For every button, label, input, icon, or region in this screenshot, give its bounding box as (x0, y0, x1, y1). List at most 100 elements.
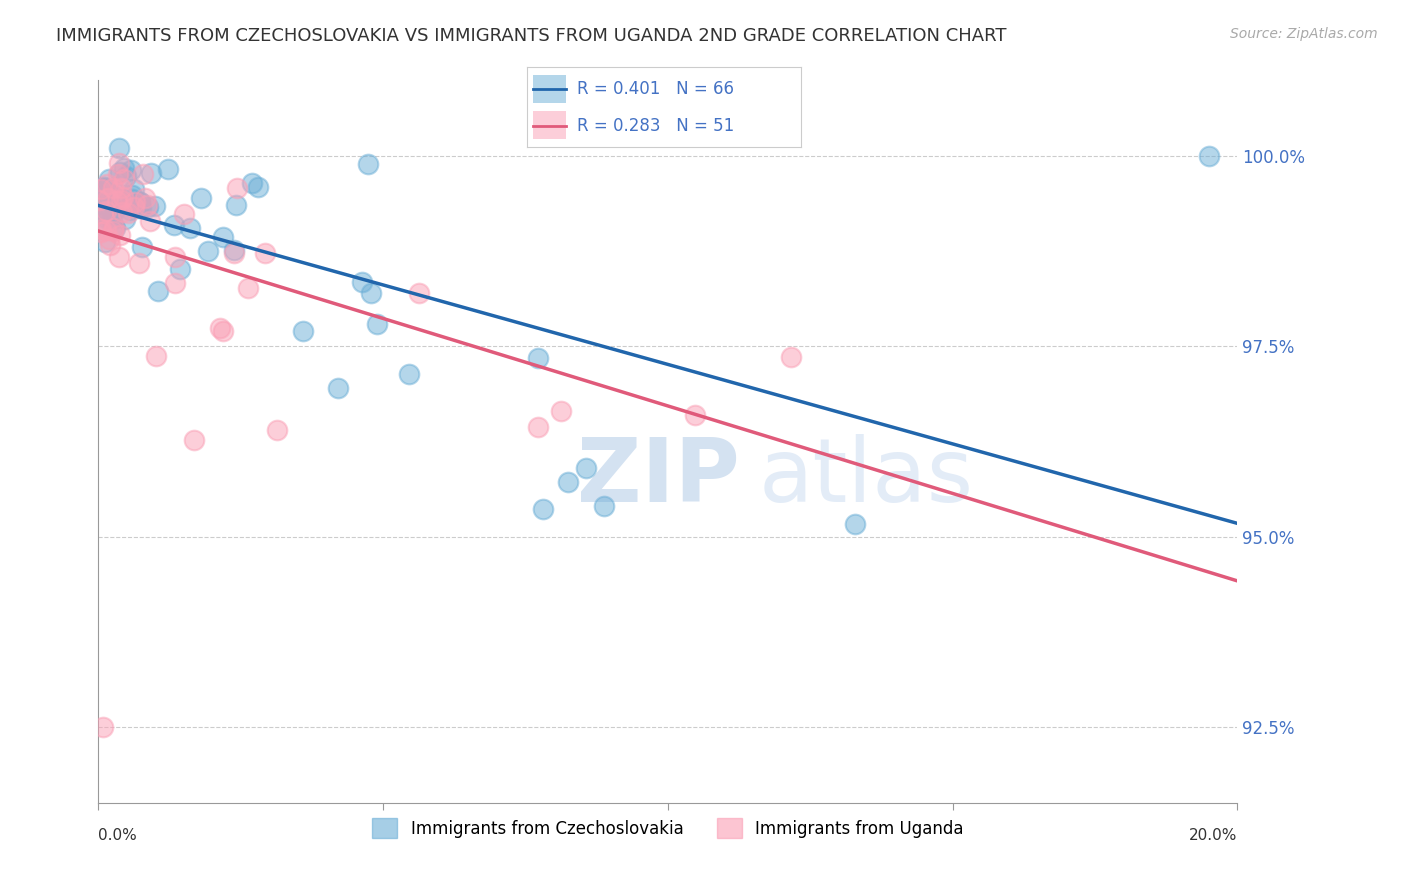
Point (139, 166, 162, 180)
Point (110, 181, 132, 195)
Point (98, 171, 121, 186)
Point (212, 229, 235, 244)
Point (238, 281, 260, 295)
Point (157, 161, 180, 176)
Text: R = 0.401   N = 66: R = 0.401 N = 66 (576, 79, 734, 97)
Point (352, 276, 374, 290)
Point (163, 277, 186, 291)
Point (89, 216, 111, 230)
Point (179, 221, 201, 235)
Point (111, 205, 134, 219)
Point (128, 256, 150, 270)
Point (356, 157, 378, 171)
Point (101, 213, 124, 227)
Point (103, 219, 125, 234)
Point (292, 324, 315, 338)
Point (779, 351, 801, 365)
Point (101, 224, 124, 238)
Point (108, 227, 131, 242)
Point (266, 423, 288, 437)
Point (129, 194, 152, 209)
Point (209, 321, 232, 335)
Point (526, 351, 548, 365)
Point (136, 200, 159, 214)
Point (103, 189, 125, 203)
Point (135, 198, 157, 212)
Point (139, 214, 162, 228)
Point (190, 190, 212, 204)
Point (143, 199, 166, 213)
Point (408, 285, 430, 300)
Point (124, 182, 146, 196)
Point (222, 244, 245, 258)
Point (96, 177, 118, 191)
Point (225, 181, 247, 195)
Text: IMMIGRANTS FROM CZECHOSLOVAKIA VS IMMIGRANTS FROM UGANDA 2ND GRADE CORRELATION C: IMMIGRANTS FROM CZECHOSLOVAKIA VS IMMIGR… (56, 27, 1007, 45)
Point (89, 185, 111, 199)
Point (163, 218, 186, 232)
Point (96, 207, 118, 221)
Point (145, 349, 167, 363)
Point (108, 164, 131, 178)
Point (121, 187, 143, 202)
Point (91, 720, 114, 734)
Point (107, 167, 129, 181)
Point (169, 262, 191, 277)
Point (117, 206, 139, 220)
Point (97, 198, 120, 212)
Point (121, 192, 143, 206)
Point (575, 461, 598, 475)
Point (103, 220, 125, 235)
Point (122, 200, 145, 214)
Point (240, 176, 263, 190)
Point (120, 163, 142, 178)
Point (94, 235, 117, 249)
Point (115, 169, 138, 184)
Text: 20.0%: 20.0% (1189, 828, 1237, 843)
Point (94, 203, 117, 218)
Text: atlas: atlas (759, 434, 974, 521)
Point (212, 324, 235, 338)
Point (328, 380, 350, 394)
Point (112, 161, 135, 175)
Point (360, 285, 382, 300)
Point (254, 245, 277, 260)
Point (90, 182, 112, 196)
Point (90, 192, 112, 206)
Point (90, 221, 112, 235)
Point (128, 201, 150, 215)
Point (131, 167, 153, 181)
Point (89, 194, 111, 208)
Point (527, 420, 550, 434)
Text: 0.0%: 0.0% (98, 828, 138, 843)
Point (225, 198, 247, 212)
Point (197, 244, 219, 258)
Point (222, 246, 245, 260)
Point (104, 220, 127, 235)
Point (108, 155, 131, 169)
Point (103, 181, 125, 195)
Point (93, 180, 115, 194)
Point (1198, 149, 1220, 163)
Point (104, 186, 127, 200)
Point (114, 211, 136, 226)
Point (105, 194, 128, 209)
Point (124, 195, 146, 210)
Text: R = 0.283   N = 51: R = 0.283 N = 51 (576, 117, 734, 135)
Point (173, 207, 195, 221)
Point (134, 190, 156, 204)
Point (98, 232, 121, 246)
Point (91, 202, 114, 217)
Point (97, 193, 120, 207)
Point (97, 191, 120, 205)
Point (94, 211, 117, 226)
Point (165, 250, 187, 264)
Point (366, 318, 388, 332)
Point (593, 500, 616, 514)
Point (247, 179, 270, 194)
Point (97, 185, 120, 199)
Text: ZIP: ZIP (576, 434, 740, 521)
Point (183, 434, 205, 448)
Point (131, 240, 153, 254)
Point (557, 475, 579, 489)
